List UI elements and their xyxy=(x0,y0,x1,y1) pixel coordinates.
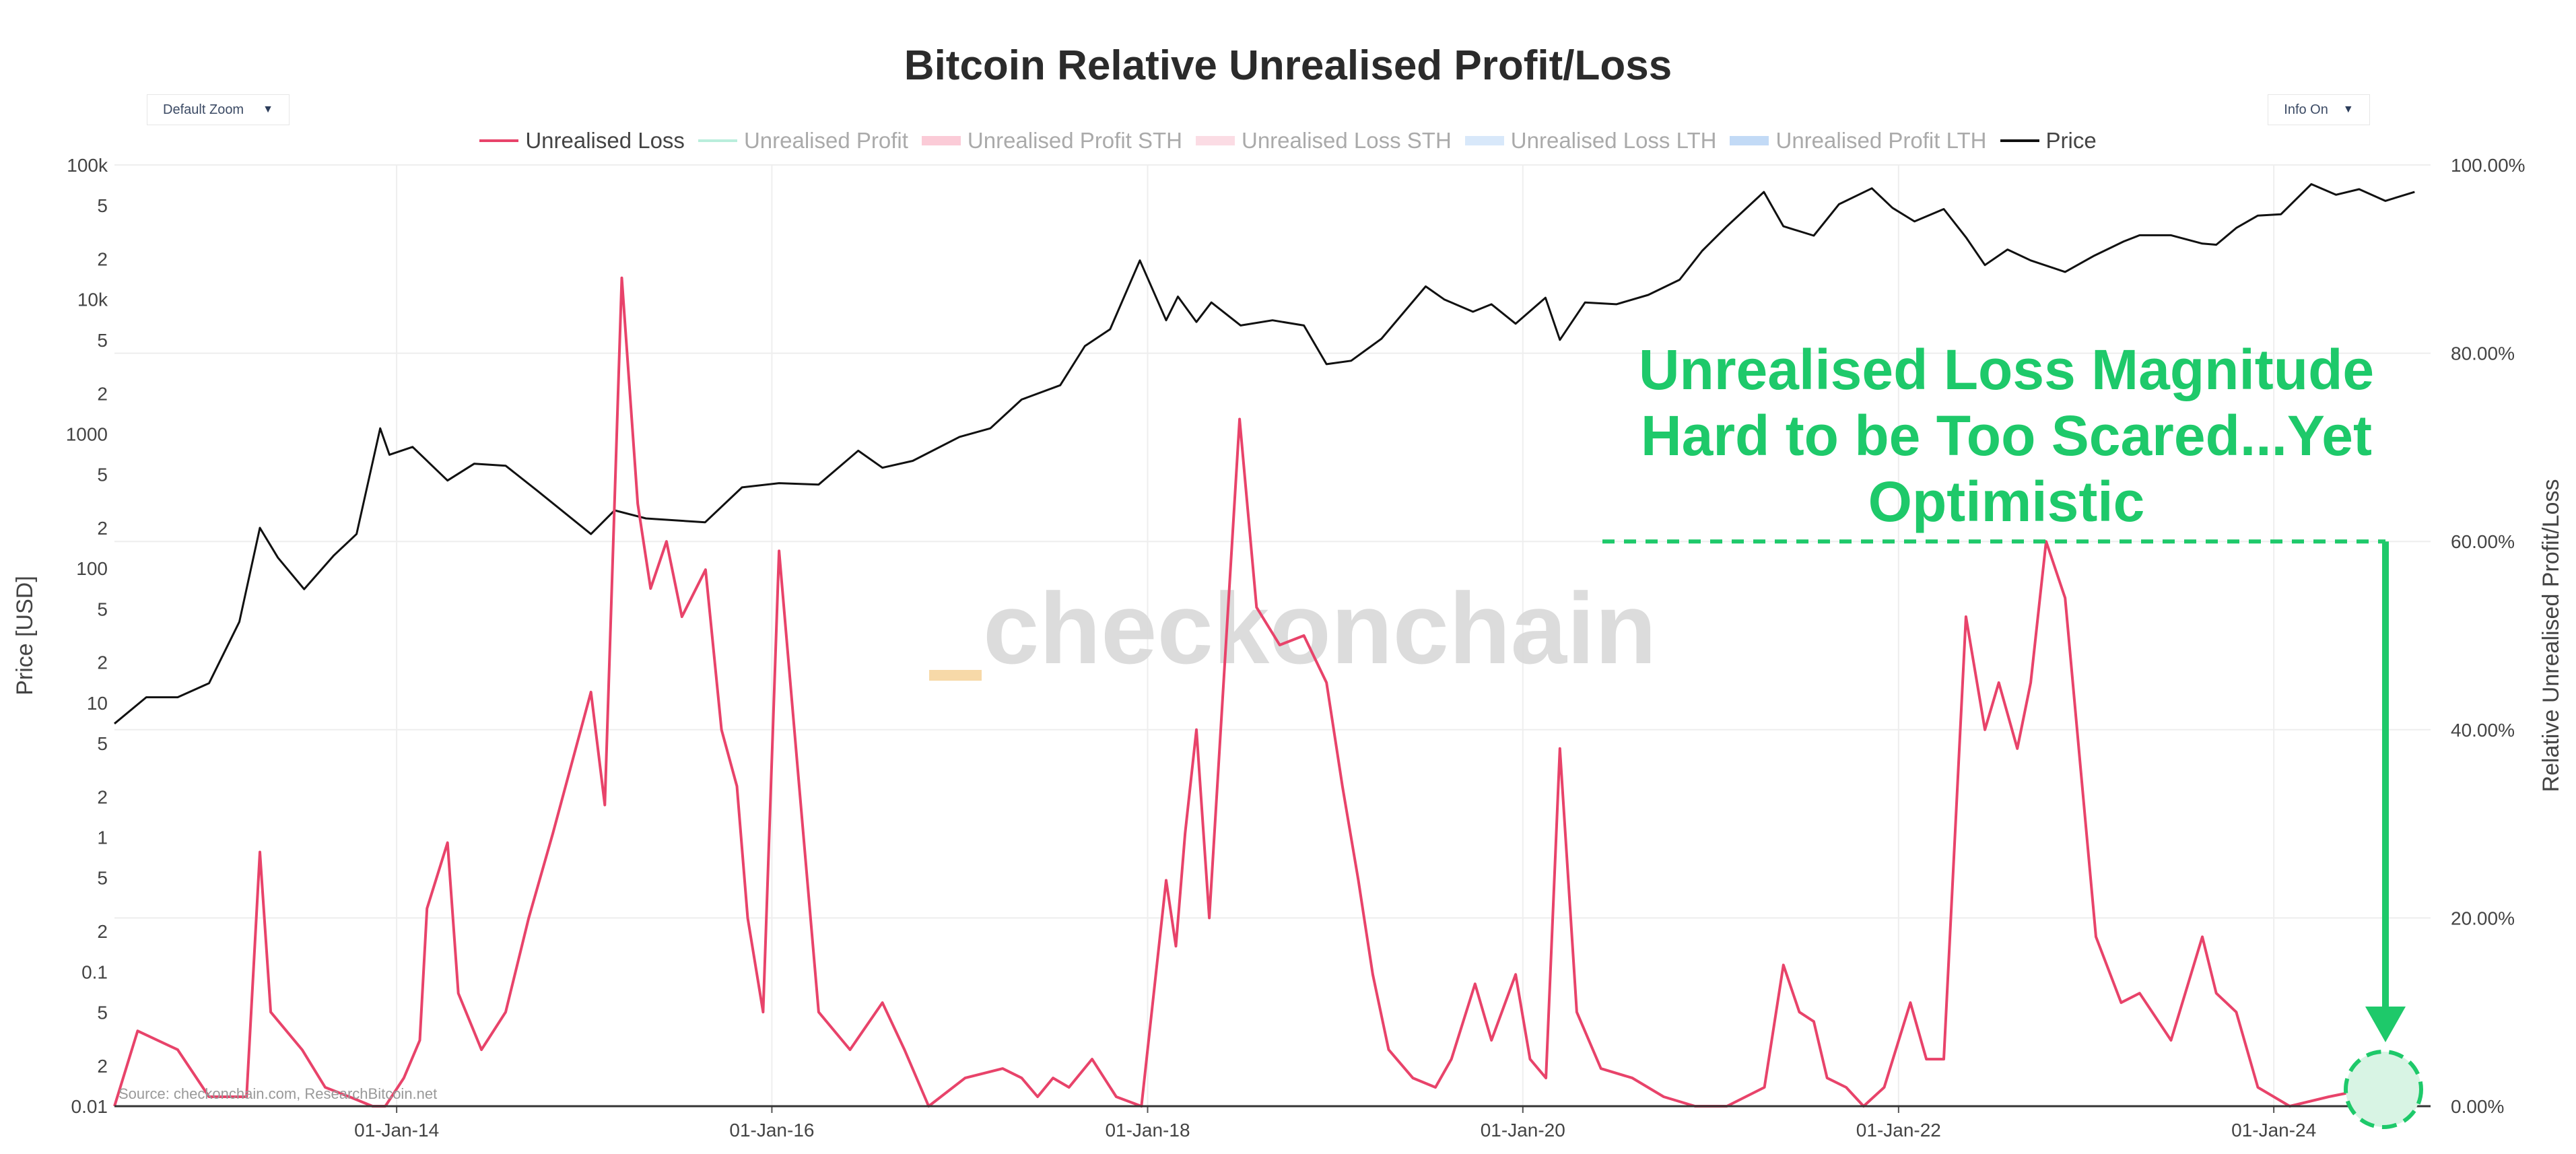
x-tick-label: 01-Jan-16 xyxy=(729,1120,814,1141)
legend-swatch xyxy=(1464,136,1504,145)
annotation-line-2: Hard to be Too Scared...Yet xyxy=(1640,404,2372,467)
watermark: checkonchain xyxy=(929,572,1656,685)
right-tick-label: 40.00% xyxy=(2451,720,2515,741)
watermark-underscore xyxy=(929,670,982,681)
zoom-dropdown-label: Default Zoom xyxy=(163,102,244,117)
left-tick-label: 100k xyxy=(67,155,108,176)
right-tick-label: 60.00% xyxy=(2451,531,2515,552)
zoom-dropdown[interactable]: Default Zoom ▼ xyxy=(147,94,290,125)
legend-swatch xyxy=(1730,136,1769,145)
right-axis-title: Relative Unrealised Profit/Loss xyxy=(2538,479,2564,792)
legend-swatch xyxy=(2000,139,2039,142)
legend-swatch xyxy=(698,139,737,142)
x-tick-label: 01-Jan-18 xyxy=(1105,1120,1190,1141)
unrealised-loss-series xyxy=(113,276,2416,1108)
left-tick-label: 2 xyxy=(97,1056,108,1077)
left-tick-label: 1000 xyxy=(66,423,108,444)
left-tick-label: 5 xyxy=(97,868,108,889)
legend-label: Unrealised Profit xyxy=(743,128,908,153)
left-tick-label: 5 xyxy=(97,599,108,619)
left-tick-label: 0.1 xyxy=(81,961,108,982)
annotation-text: Unrealised Loss Magnitude Hard to be Too… xyxy=(1549,337,2464,535)
chevron-down-icon: ▼ xyxy=(2342,104,2354,115)
chart-axes: 100.00% 80.00% 60.00% 40.00% 20.00% 0.00% 100k… xyxy=(12,155,2564,1141)
right-tick-label: 20.00% xyxy=(2451,908,2515,928)
left-tick-label: 2 xyxy=(97,383,108,404)
x-tick-label: 01-Jan-22 xyxy=(1856,1120,1941,1141)
left-tick-label: 1 xyxy=(97,827,108,848)
legend-label: Unrealised Profit STH xyxy=(967,128,1182,153)
x-tick-label: 01-Jan-14 xyxy=(354,1120,439,1141)
right-tick-label: 0.00% xyxy=(2451,1096,2504,1117)
legend-swatch xyxy=(479,139,519,142)
left-tick-label: 100 xyxy=(76,558,108,579)
info-dropdown[interactable]: Info On ▼ xyxy=(2268,94,2370,125)
left-tick-label: 10 xyxy=(87,693,108,714)
left-tick-label: 10k xyxy=(77,290,108,310)
chevron-down-icon: ▼ xyxy=(263,104,273,115)
info-dropdown-label: Info On xyxy=(2284,102,2328,117)
legend-label: Unrealised Loss LTH xyxy=(1510,128,1717,153)
annotation-line-1: Unrealised Loss Magnitude xyxy=(1638,338,2375,401)
left-tick-label: 2 xyxy=(97,652,108,673)
legend-item[interactable]: Unrealised Profit STH xyxy=(921,128,1182,154)
left-tick-label: 5 xyxy=(97,195,108,216)
left-tick-label: 2 xyxy=(97,786,108,807)
right-tick-label: 100.00% xyxy=(2451,155,2526,176)
legend-label: Price xyxy=(2045,128,2097,153)
x-tick-label: 01-Jan-20 xyxy=(1481,1120,1565,1141)
left-tick-label: 2 xyxy=(97,518,108,539)
left-tick-label: 5 xyxy=(97,465,108,485)
legend-swatch xyxy=(1196,136,1235,145)
legend-swatch xyxy=(921,136,961,145)
left-tick-label: 2 xyxy=(97,921,108,942)
arrow-down-icon xyxy=(2365,1007,2406,1042)
unrealised-loss-line xyxy=(113,276,2416,1108)
legend-item[interactable]: Unrealised Loss xyxy=(479,128,685,154)
source-text: Source: checkonchain.com, ResearchBitcoi… xyxy=(118,1085,437,1102)
legend-item[interactable]: Unrealised Profit LTH xyxy=(1730,128,1987,154)
legend-item[interactable]: Unrealised Profit xyxy=(698,128,908,154)
legend-item[interactable]: Unrealised Loss STH xyxy=(1196,128,1452,154)
left-tick-label: 5 xyxy=(97,733,108,754)
left-axis-title: Price [USD] xyxy=(12,576,38,695)
annotation-highlight-circle xyxy=(2344,1050,2423,1129)
annotation-graphics xyxy=(1602,539,2423,1129)
x-tick-label: 01-Jan-24 xyxy=(2231,1120,2316,1141)
legend-label: Unrealised Profit LTH xyxy=(1775,128,1987,153)
legend-item[interactable]: Price xyxy=(2000,128,2097,154)
price-line xyxy=(114,183,2415,724)
left-tick-label: 5 xyxy=(97,1002,108,1023)
chart-title: Bitcoin Relative Unrealised Profit/Loss xyxy=(904,42,1672,89)
legend-label: Unrealised Loss xyxy=(525,128,685,153)
chart-legend: Unrealised Loss Unrealised Profit Unrealis… xyxy=(0,128,2576,154)
price-series xyxy=(114,183,2415,724)
legend-item[interactable]: Unrealised Loss LTH xyxy=(1464,128,1717,154)
left-tick-label: 2 xyxy=(97,249,108,270)
annotation-line-3: Optimistic xyxy=(1868,470,2145,533)
left-tick-label: 5 xyxy=(97,330,108,351)
right-tick-label: 80.00% xyxy=(2451,343,2515,364)
left-tick-label: 0.01 xyxy=(71,1096,108,1117)
legend-label: Unrealised Loss STH xyxy=(1242,128,1452,153)
